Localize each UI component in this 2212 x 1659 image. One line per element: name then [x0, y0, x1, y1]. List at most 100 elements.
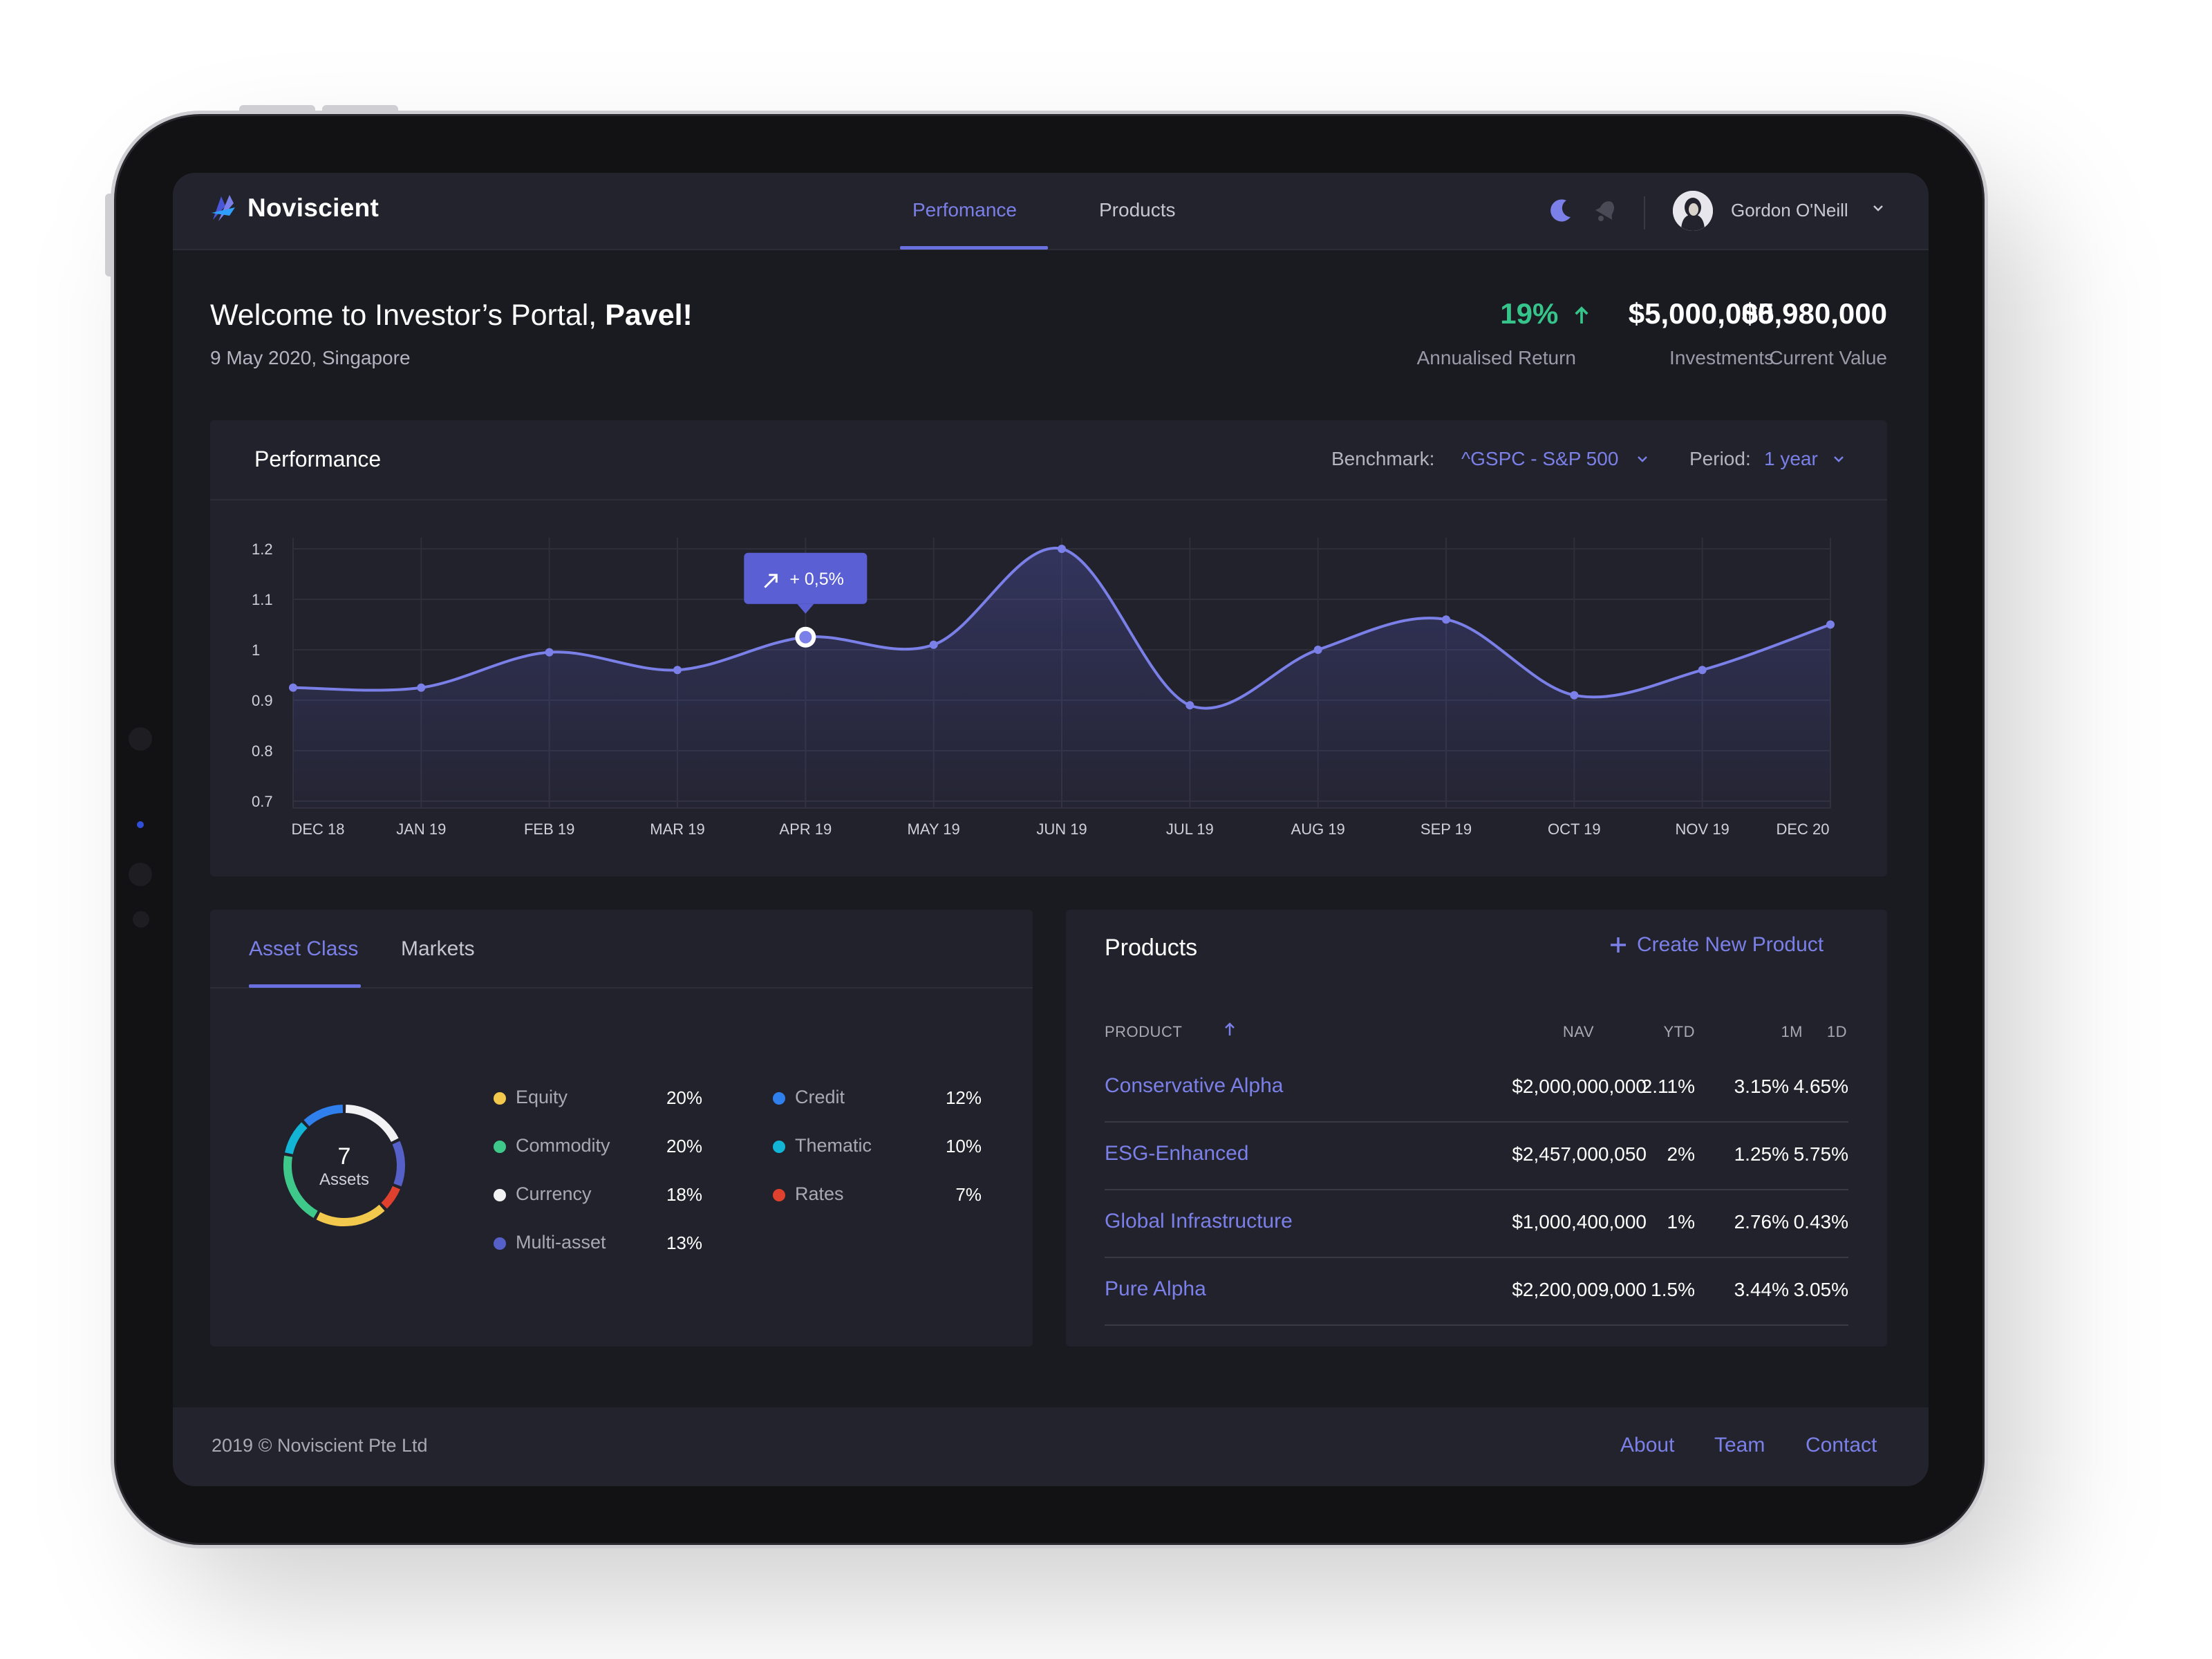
benchmark-select[interactable]: ^GSPC - S&P 500	[1461, 448, 1619, 469]
app-screen: Noviscient Perfomance Products Gordon O'…	[173, 173, 1929, 1486]
legend-percent: 12%	[945, 1087, 982, 1108]
chevron-down-icon[interactable]	[1832, 452, 1846, 466]
top-navigation-bar: Noviscient Perfomance Products Gordon O'…	[173, 173, 1929, 250]
welcome-prefix: Welcome to Investor’s Portal,	[210, 299, 606, 332]
data-point[interactable]	[289, 683, 297, 692]
x-tick-label: MAR 19	[650, 821, 704, 838]
x-tick-label: APR 19	[779, 821, 832, 838]
donut-segment-credit[interactable]	[303, 1105, 344, 1127]
product-1d: 5.75%	[1793, 1143, 1848, 1165]
y-tick-label: 0.7	[252, 793, 273, 810]
legend-percent: 20%	[666, 1136, 702, 1156]
dark-mode-moon-icon[interactable]	[1546, 195, 1576, 225]
data-point[interactable]	[545, 648, 554, 657]
column-header-nav[interactable]: NAV	[1562, 1023, 1594, 1040]
x-tick-label: OCT 19	[1548, 821, 1601, 838]
data-point[interactable]	[929, 640, 938, 649]
product-nav: $2,000,000,000	[1512, 1076, 1647, 1097]
product-ytd: 1%	[1667, 1211, 1695, 1232]
tooltip-value: + 0,5%	[789, 570, 844, 589]
data-point[interactable]	[417, 683, 426, 692]
notification-bell-icon[interactable]	[1593, 196, 1620, 224]
tab-asset-class[interactable]: Asset Class	[249, 937, 359, 960]
product-nav: $2,457,000,050	[1512, 1143, 1647, 1165]
active-tab-indicator	[249, 984, 361, 988]
legend-label: Multi-asset	[516, 1232, 606, 1253]
data-point[interactable]	[1698, 666, 1707, 675]
x-tick-label: FEB 19	[524, 821, 574, 838]
x-tick-label: JUL 19	[1166, 821, 1214, 838]
performance-card: Performance Benchmark: ^GSPC - S&P 500 P…	[210, 420, 1887, 877]
product-nav: $1,000,400,000	[1512, 1211, 1647, 1232]
tab-markets[interactable]: Markets	[401, 937, 475, 960]
brand-logo[interactable]: Noviscient	[209, 192, 379, 224]
product-name-link[interactable]: Global Infrastructure	[1105, 1210, 1293, 1232]
sort-ascending-icon[interactable]	[1224, 1022, 1236, 1037]
donut-segment-multi-asset[interactable]	[392, 1141, 405, 1187]
data-point[interactable]	[1570, 691, 1579, 700]
camera-dot	[137, 821, 144, 828]
footer-link-about[interactable]: About	[1620, 1434, 1675, 1456]
footer-link-contact[interactable]: Contact	[1806, 1434, 1877, 1456]
column-header-product[interactable]: PRODUCT	[1105, 1023, 1183, 1040]
create-new-product-label: Create New Product	[1637, 933, 1824, 956]
avatar[interactable]	[1673, 191, 1713, 231]
user-name[interactable]: Gordon O'Neill	[1731, 200, 1848, 221]
product-name-link[interactable]: Conservative Alpha	[1105, 1074, 1284, 1097]
table-row[interactable]: Global Infrastructure $1,000,400,000 1% 2.7…	[1105, 1190, 1848, 1258]
product-nav: $2,200,009,000	[1512, 1279, 1647, 1300]
legend-dot-thematic	[773, 1141, 785, 1153]
period-label: Period:	[1689, 448, 1751, 469]
product-name-link[interactable]: Pure Alpha	[1105, 1277, 1206, 1300]
donut-segment-rates[interactable]	[381, 1185, 400, 1209]
data-point[interactable]	[1826, 620, 1835, 629]
data-point[interactable]	[1313, 646, 1322, 654]
table-row[interactable]: Pure Alpha $2,200,009,000 1.5% 3.44% 3.05%	[1105, 1258, 1848, 1326]
donut-segment-commodity[interactable]	[283, 1155, 318, 1218]
table-row[interactable]: Conservative Alpha $2,000,000,000 2.11% 3.1…	[1105, 1055, 1848, 1123]
x-tick-label: DEC 20	[1776, 821, 1829, 838]
legend-dot-currency	[494, 1189, 506, 1201]
copyright: 2019 © Noviscient Pte Ltd	[212, 1435, 428, 1456]
products-card: Products Create New Product PRODUCT NAV …	[1066, 910, 1887, 1347]
data-point[interactable]	[1185, 701, 1194, 710]
tab-products[interactable]: Products	[1099, 199, 1176, 221]
data-point[interactable]	[1058, 545, 1066, 553]
create-new-product-button[interactable]: Create New Product	[1609, 933, 1824, 957]
column-header-1d[interactable]: 1D	[1826, 1023, 1847, 1040]
y-tick-label: 1	[252, 641, 260, 659]
period-select[interactable]: 1 year	[1764, 448, 1818, 469]
camera-dot	[129, 863, 152, 886]
x-tick-label: AUG 19	[1291, 821, 1345, 838]
legend-percent: 7%	[955, 1184, 982, 1205]
x-tick-label: SEP 19	[1421, 821, 1472, 838]
table-row[interactable]: ESG-Enhanced $2,457,000,050 2% 1.25% 5.75%	[1105, 1123, 1848, 1190]
donut-segment-currency[interactable]	[345, 1105, 399, 1143]
investments-label: Investments	[1669, 347, 1774, 368]
legend-dot-rates	[773, 1189, 785, 1201]
current-value-label: Current Value	[1769, 347, 1887, 368]
tab-performance[interactable]: Perfomance	[912, 199, 1017, 221]
device-button	[322, 105, 398, 112]
column-header-1m[interactable]: 1M	[1781, 1023, 1803, 1040]
device-button	[105, 194, 112, 276]
legend-percent: 10%	[945, 1136, 982, 1156]
legend-label: Thematic	[795, 1135, 872, 1156]
footer-link-team[interactable]: Team	[1714, 1434, 1765, 1456]
legend-percent: 18%	[666, 1184, 702, 1205]
chart-tooltip	[744, 552, 868, 604]
tooltip-pointer	[797, 603, 814, 614]
donut-segment-thematic[interactable]	[285, 1122, 308, 1155]
chevron-down-icon[interactable]	[1635, 452, 1649, 466]
legend-dot-multi-asset	[494, 1237, 506, 1250]
chevron-down-icon[interactable]	[1871, 200, 1886, 216]
plus-icon	[1611, 937, 1626, 953]
column-header-ytd[interactable]: YTD	[1663, 1023, 1695, 1040]
camera-dot	[129, 727, 152, 751]
legend-label: Currency	[516, 1183, 592, 1204]
donut-segment-equity[interactable]	[316, 1204, 385, 1226]
data-point[interactable]	[673, 666, 682, 675]
data-point[interactable]	[1442, 615, 1450, 624]
product-name-link[interactable]: ESG-Enhanced	[1105, 1142, 1249, 1165]
device-button	[239, 105, 315, 112]
